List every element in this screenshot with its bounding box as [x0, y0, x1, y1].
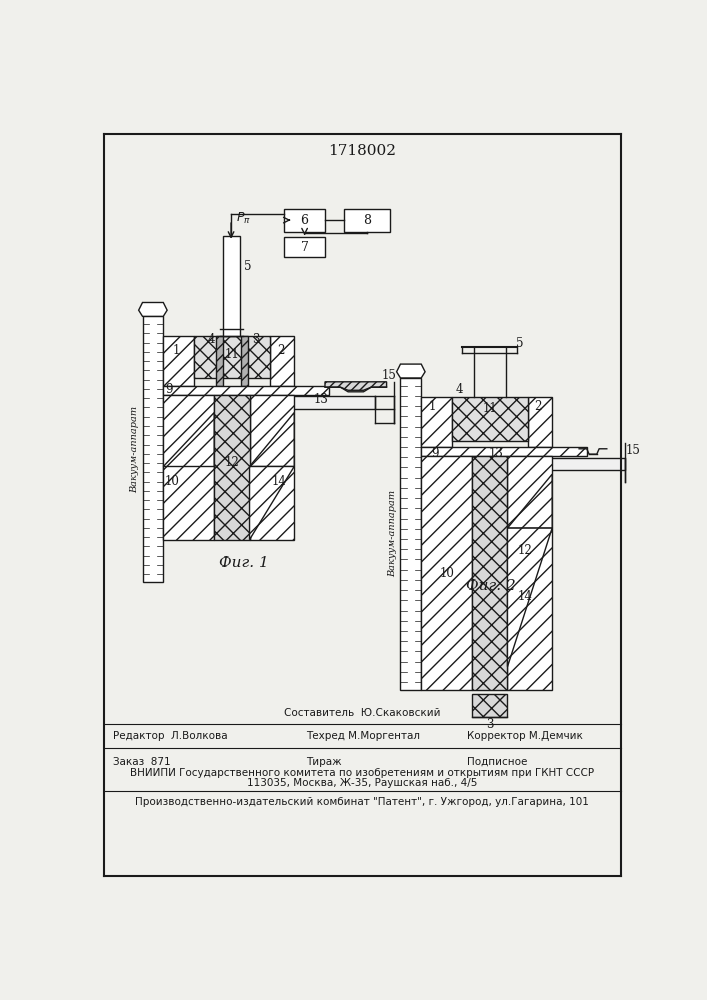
Text: Вакуум-аппарат: Вакуум-аппарат	[388, 490, 397, 577]
Polygon shape	[214, 395, 250, 540]
Text: Фиг. 1: Фиг. 1	[219, 556, 269, 570]
Polygon shape	[163, 395, 214, 540]
Text: Заказ  871: Заказ 871	[113, 757, 171, 767]
Text: Фиг. 2: Фиг. 2	[466, 579, 515, 593]
Text: Тираж: Тираж	[305, 757, 341, 767]
Polygon shape	[163, 413, 214, 466]
Polygon shape	[400, 378, 421, 690]
Text: Составитель  Ю.Скаковский: Составитель Ю.Скаковский	[284, 708, 440, 718]
Polygon shape	[250, 466, 294, 540]
Text: 1: 1	[173, 344, 180, 358]
Text: 12: 12	[224, 456, 239, 469]
Text: ВНИИПИ Государственного комитета по изобретениям и открытиям при ГКНТ СССР: ВНИИПИ Государственного комитета по изоб…	[130, 768, 594, 778]
Polygon shape	[452, 397, 527, 441]
Text: 4: 4	[456, 383, 464, 396]
Text: 5: 5	[516, 337, 524, 350]
Text: 14: 14	[271, 475, 286, 488]
Polygon shape	[527, 397, 552, 447]
Polygon shape	[223, 235, 240, 336]
Polygon shape	[474, 458, 625, 470]
Text: 13: 13	[314, 393, 329, 406]
Polygon shape	[508, 474, 552, 528]
Text: 2: 2	[534, 400, 542, 413]
Polygon shape	[269, 336, 294, 386]
Polygon shape	[139, 302, 167, 316]
Polygon shape	[143, 316, 163, 582]
Text: 9: 9	[165, 383, 173, 396]
Polygon shape	[472, 456, 508, 690]
Text: 9: 9	[431, 447, 439, 460]
Polygon shape	[421, 447, 587, 456]
Text: 11: 11	[224, 348, 239, 361]
Polygon shape	[216, 396, 375, 409]
Text: 12: 12	[518, 544, 532, 557]
Text: $P_\pi$: $P_\pi$	[236, 211, 252, 226]
Text: 15: 15	[626, 444, 641, 457]
Polygon shape	[241, 336, 248, 386]
Polygon shape	[325, 382, 387, 390]
Text: 6: 6	[300, 214, 308, 227]
Polygon shape	[508, 456, 552, 690]
Polygon shape	[508, 528, 552, 667]
Polygon shape	[163, 386, 329, 395]
Polygon shape	[397, 364, 425, 378]
Polygon shape	[216, 336, 223, 386]
Text: 5: 5	[244, 260, 252, 273]
Polygon shape	[421, 456, 472, 690]
Text: Техред М.Моргентал: Техред М.Моргентал	[305, 731, 420, 741]
Text: 3: 3	[486, 718, 493, 731]
Text: 13: 13	[489, 447, 503, 460]
Text: Вакуум-аппарат: Вакуум-аппарат	[130, 406, 139, 493]
Polygon shape	[284, 209, 325, 232]
Text: 1: 1	[429, 400, 436, 413]
Text: Подписное: Подписное	[467, 757, 528, 767]
Text: 1718002: 1718002	[328, 144, 396, 158]
Text: 10: 10	[440, 567, 455, 580]
Text: 8: 8	[363, 214, 371, 227]
Polygon shape	[421, 397, 452, 447]
Polygon shape	[250, 413, 294, 466]
Polygon shape	[163, 336, 194, 386]
Text: 3: 3	[252, 333, 259, 346]
Text: Корректор М.Демчик: Корректор М.Демчик	[467, 731, 583, 741]
Polygon shape	[194, 336, 269, 378]
Text: 11: 11	[482, 402, 497, 415]
Text: Редактор  Л.Волкова: Редактор Л.Волкова	[113, 731, 228, 741]
Text: 7: 7	[300, 241, 308, 254]
Text: 2: 2	[277, 344, 285, 358]
Polygon shape	[250, 395, 294, 540]
Polygon shape	[284, 237, 325, 257]
Text: 10: 10	[165, 475, 180, 488]
Text: 4: 4	[207, 333, 215, 346]
Text: 14: 14	[518, 590, 532, 603]
Text: 113035, Москва, Ж-35, Раушская наб., 4/5: 113035, Москва, Ж-35, Раушская наб., 4/5	[247, 778, 477, 788]
Text: Производственно-издательский комбинат "Патент", г. Ужгород, ул.Гагарина, 101: Производственно-издательский комбинат "П…	[135, 797, 589, 807]
Polygon shape	[344, 209, 390, 232]
Polygon shape	[472, 694, 508, 717]
Text: 15: 15	[382, 369, 397, 382]
